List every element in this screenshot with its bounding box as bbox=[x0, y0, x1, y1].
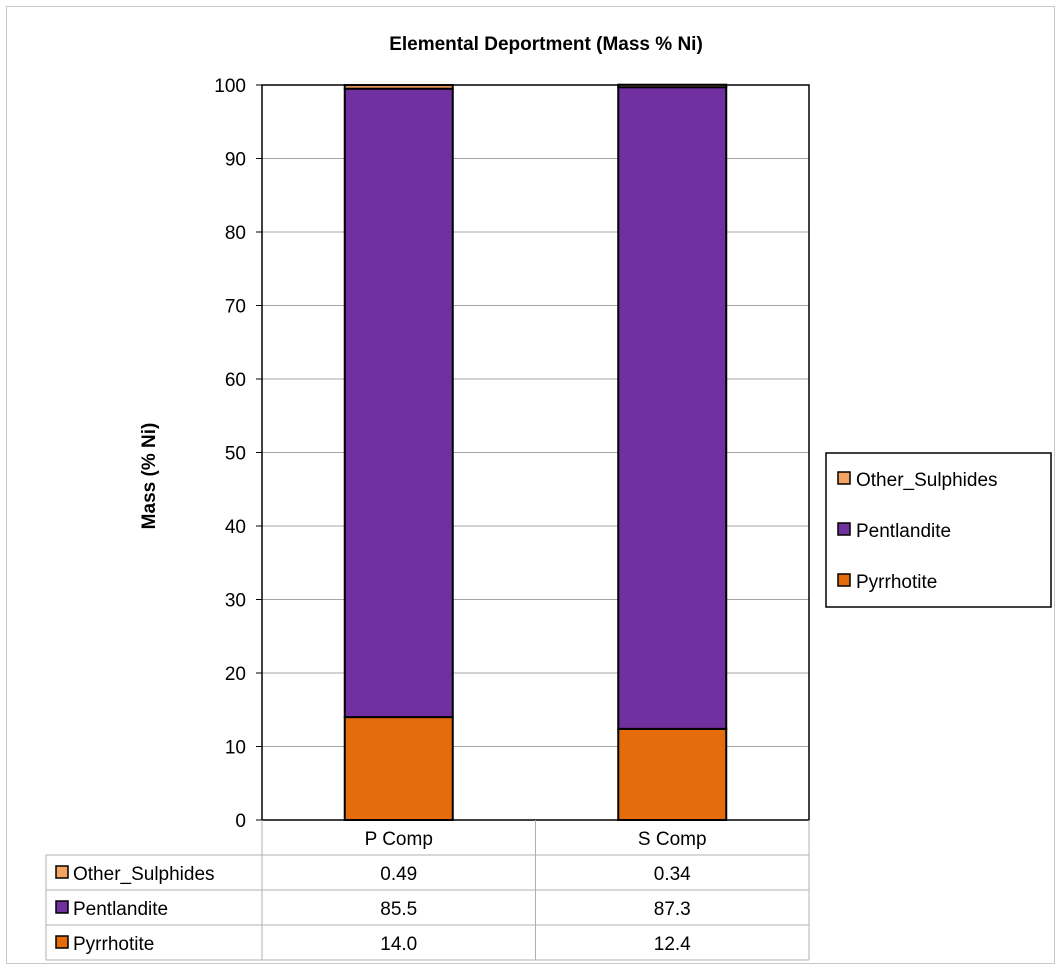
table-legend-key bbox=[55, 900, 69, 914]
x-category-label: S Comp bbox=[638, 829, 707, 850]
y-axis: 0 10 20 30 40 50 60 70 80 90 100 bbox=[214, 76, 262, 832]
y-tick-label: 40 bbox=[225, 517, 246, 538]
x-category-label: P Comp bbox=[365, 829, 433, 850]
y-tick-label: 80 bbox=[225, 223, 246, 244]
bars bbox=[261, 83, 810, 821]
y-tick-label: 60 bbox=[225, 370, 246, 391]
legend-label: Other_Sulphides bbox=[856, 470, 998, 491]
y-axis-label: Mass (% Ni) bbox=[139, 423, 160, 530]
legend-label: Pentlandite bbox=[856, 521, 951, 542]
bar-pentlandite-1 bbox=[617, 86, 728, 730]
y-tick-label: 50 bbox=[225, 444, 246, 465]
table-legend-key bbox=[55, 935, 69, 949]
table-row-label: Pyrrhotite bbox=[73, 934, 154, 955]
legend-box bbox=[825, 452, 1052, 608]
bar-pentlandite-0 bbox=[343, 87, 454, 719]
y-tick-label: 0 bbox=[235, 811, 246, 832]
legend-key bbox=[837, 522, 851, 536]
data-table: P Comp S Comp Other_Sulphides 0.49 0.34 Pentl… bbox=[45, 820, 810, 961]
y-tick-label: 20 bbox=[225, 664, 246, 685]
legend-key bbox=[837, 471, 851, 485]
legend-label: Pyrrhotite bbox=[856, 572, 937, 593]
bar-pyrrhotite-0 bbox=[343, 716, 454, 821]
legend: Other_Sulphides Pentlandite Pyrrhotite bbox=[825, 452, 1052, 608]
table-cell: 85.5 bbox=[380, 899, 417, 920]
table-cell: 12.4 bbox=[654, 934, 691, 955]
table-row-label: Pentlandite bbox=[73, 899, 168, 920]
y-tick-label: 10 bbox=[225, 738, 246, 759]
y-tick-label: 70 bbox=[225, 297, 246, 318]
bar-pyrrhotite-1 bbox=[617, 727, 728, 821]
legend-key bbox=[837, 573, 851, 587]
table-cell: 87.3 bbox=[654, 899, 691, 920]
y-tick-label: 90 bbox=[225, 150, 246, 171]
table-legend-key bbox=[55, 865, 69, 879]
y-tick-label: 100 bbox=[214, 76, 246, 97]
chart-title: Elemental Deportment (Mass % Ni) bbox=[389, 34, 703, 55]
table-cell: 14.0 bbox=[380, 934, 417, 955]
y-tick-label: 30 bbox=[225, 591, 246, 612]
table-cell: 0.49 bbox=[380, 864, 417, 885]
table-row-label: Other_Sulphides bbox=[73, 864, 215, 885]
table-cell: 0.34 bbox=[654, 864, 691, 885]
